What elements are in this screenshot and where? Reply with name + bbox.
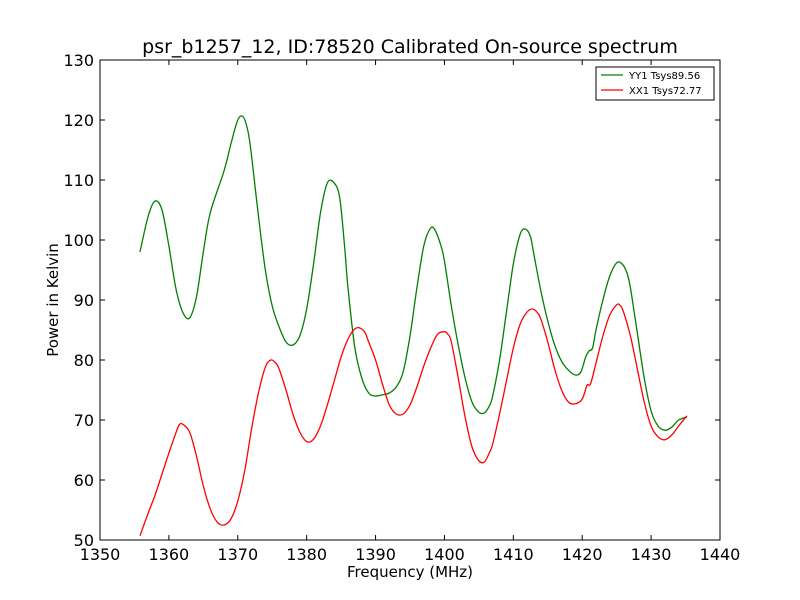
x-tick-label: 1380 [286,545,327,564]
x-tick-label: 1430 [631,545,672,564]
x-tick-label: 1420 [562,545,603,564]
y-axis-label: Power in Kelvin [44,243,62,357]
series-line-yy1 [139,115,688,431]
legend-label: XX1 Tsys72.77 [629,86,702,97]
y-tick-label: 130 [63,51,94,70]
series-layer [139,115,688,537]
x-tick-label: 1400 [424,545,465,564]
y-tick-label: 50 [74,531,94,550]
x-tick-label: 1410 [493,545,534,564]
chart-title: psr_b1257_12, ID:78520 Calibrated On-sou… [142,36,678,58]
series-line-xx1 [139,303,688,537]
x-tick-label: 1390 [355,545,396,564]
legend-box [595,66,715,101]
x-tick-label: 1360 [149,545,190,564]
x-tick-label: 1350 [80,545,121,564]
x-tick-label: 1370 [217,545,258,564]
legend-label: YY1 Tsys89.56 [628,71,700,82]
y-tick-label: 100 [63,231,94,250]
y-tick-label: 120 [63,111,94,130]
x-axis-label: Frequency (MHz) [347,563,473,581]
x-tick-label: 1440 [700,545,741,564]
legend: YY1 Tsys89.56 XX1 Tsys72.77 [595,66,715,101]
y-tick-label: 70 [74,411,94,430]
y-tick-label: 110 [63,171,94,190]
y-tick-label: 90 [74,291,94,310]
axis-ticks: 1350 1360 1370 1380 1390 1400 1410 1420 1430 1440… [63,51,740,564]
y-tick-label: 60 [74,471,94,490]
y-tick-label: 80 [74,351,94,370]
